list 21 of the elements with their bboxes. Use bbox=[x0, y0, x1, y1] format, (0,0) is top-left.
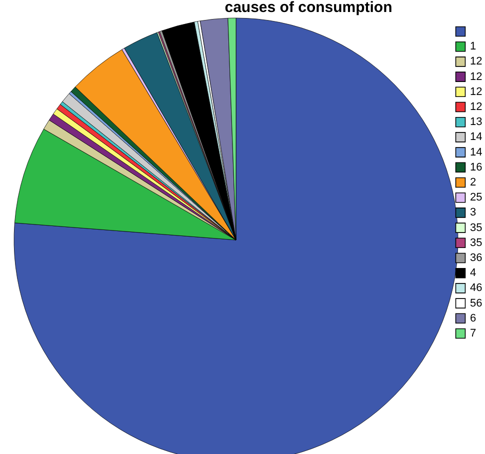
legend-label: 46 bbox=[470, 282, 482, 294]
legend-label: 56 bbox=[470, 297, 482, 310]
legend-label: 14 bbox=[470, 146, 482, 158]
legend-label: 35 bbox=[470, 236, 482, 249]
legend-label: 12 bbox=[470, 56, 482, 68]
legend-label: 4 bbox=[470, 267, 476, 280]
legend-label: 2 bbox=[470, 176, 476, 188]
legend-label: 16 bbox=[470, 161, 482, 174]
legend-label: 12 bbox=[470, 101, 482, 113]
legend-label: 25 bbox=[470, 192, 482, 204]
legend-label: 3 bbox=[470, 206, 476, 219]
legend-label: 12 bbox=[470, 86, 482, 98]
legend-label: 6 bbox=[470, 312, 476, 324]
legend-label: 7 bbox=[470, 328, 476, 340]
legend-label: 14 bbox=[470, 131, 482, 144]
legend-label: 13 bbox=[470, 116, 482, 128]
legend-label: 36 bbox=[470, 252, 482, 264]
legend-label: 35 bbox=[470, 222, 482, 234]
legend-label: 12 bbox=[470, 70, 482, 83]
chart-title: causes of consumption bbox=[224, 0, 392, 16]
legend-label: 1 bbox=[470, 40, 476, 53]
